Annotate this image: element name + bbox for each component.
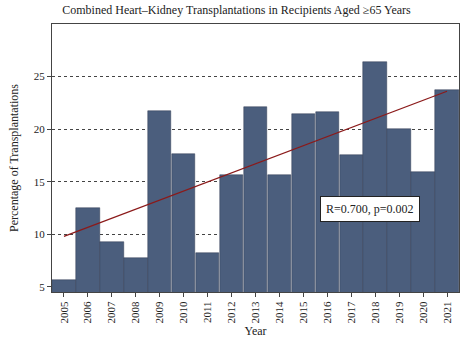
svg-text:2009: 2009 [153, 301, 165, 324]
svg-text:2012: 2012 [225, 301, 237, 323]
svg-text:2019: 2019 [393, 301, 405, 324]
svg-text:2005: 2005 [58, 301, 70, 324]
svg-text:Combined Heart–Kidney Transpla: Combined Heart–Kidney Transplantations i… [62, 3, 411, 17]
svg-text:Percentage of Transplantations: Percentage of Transplantations [7, 84, 21, 232]
svg-text:2014: 2014 [273, 301, 285, 324]
svg-text:2011: 2011 [201, 301, 213, 323]
svg-text:2021: 2021 [441, 301, 453, 323]
svg-text:Year: Year [244, 324, 266, 338]
svg-text:R=0.700, p=0.002: R=0.700, p=0.002 [326, 202, 414, 216]
svg-text:25: 25 [34, 70, 46, 82]
svg-text:2020: 2020 [417, 301, 429, 324]
svg-text:10: 10 [34, 228, 46, 240]
svg-text:2017: 2017 [345, 301, 357, 324]
svg-text:5: 5 [39, 281, 45, 293]
svg-text:2007: 2007 [105, 301, 117, 324]
svg-text:15: 15 [34, 176, 46, 188]
svg-text:2016: 2016 [321, 301, 333, 324]
svg-text:2013: 2013 [249, 301, 261, 324]
svg-text:2015: 2015 [297, 301, 309, 324]
svg-text:2010: 2010 [177, 301, 189, 324]
svg-text:2008: 2008 [129, 301, 141, 324]
svg-text:2006: 2006 [81, 301, 93, 324]
svg-text:2018: 2018 [369, 301, 381, 324]
svg-text:20: 20 [34, 123, 46, 135]
